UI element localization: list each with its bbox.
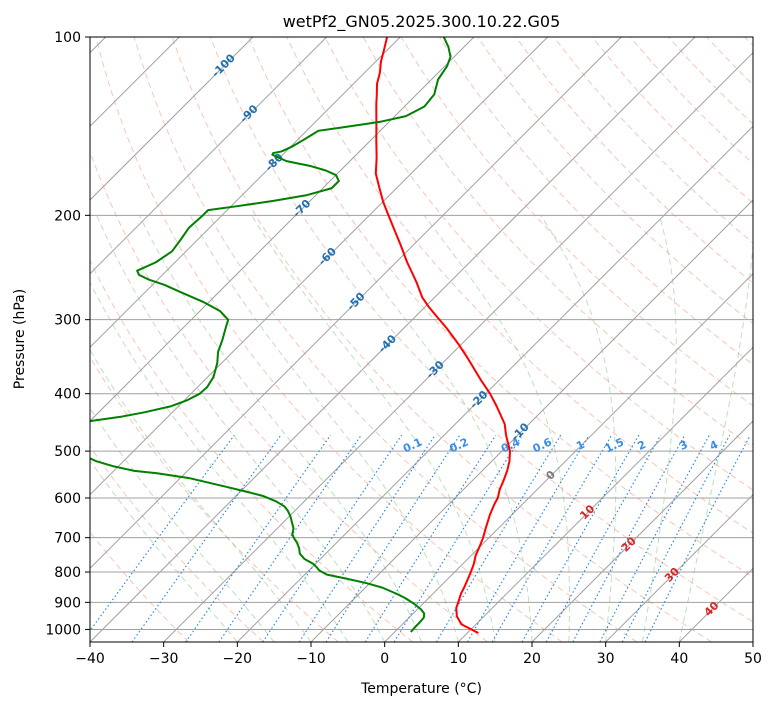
- mixing-ratio-line: [491, 434, 613, 642]
- isotherm-line: [90, 37, 696, 642]
- y-tick-label: 1000: [45, 622, 81, 638]
- x-tick-label: −40: [75, 651, 105, 667]
- x-axis: −40 −30 −20 −10 0 10 20 30 40 50: [75, 642, 762, 667]
- y-tick-label: 400: [54, 387, 81, 403]
- dry-adiabat-line: [324, 37, 753, 491]
- plot-frame: [89, 36, 754, 643]
- dry-adiabat-line: [171, 37, 712, 642]
- dry-adiabat-line: [95, 37, 563, 642]
- x-tick-label: 10: [449, 651, 467, 667]
- temperature-profile-line: [374, 37, 511, 634]
- isotherm-line: [236, 125, 753, 642]
- moist-adiabat-line: [138, 215, 422, 642]
- chart-title: wetPf2_GN05.2025.300.10.22.G05: [283, 12, 561, 32]
- isotherm-line: [310, 199, 753, 642]
- moist-adiabat-line: [90, 459, 238, 642]
- dry-adiabat-line: [248, 37, 753, 578]
- y-tick-label: 300: [54, 313, 81, 329]
- mixing-ratio-line: [364, 434, 497, 642]
- dry-adiabat-line: [90, 259, 414, 642]
- mixing-ratio-line: [218, 434, 362, 642]
- x-tick-label: −30: [149, 651, 179, 667]
- mixing-ratio-line: [393, 434, 523, 642]
- dry-adiabat-line: [133, 37, 638, 642]
- y-tick-label: 900: [54, 595, 81, 611]
- moist-adiabat-line: [540, 215, 617, 642]
- dry-adiabat-line: [210, 37, 753, 623]
- isotherm-line: [605, 493, 753, 642]
- mixing-ratio-line: [185, 434, 332, 642]
- moist-adiabat-line: [678, 239, 753, 642]
- mixing-ratio-line: [521, 434, 640, 642]
- isotherm-line: [384, 272, 753, 642]
- moist-adiabat-line: [327, 215, 533, 642]
- isotherm-line: [531, 420, 753, 642]
- mixing-ratio-line: [90, 434, 235, 632]
- mixing-ratio-line: [467, 434, 590, 642]
- y-tick-label: 500: [54, 444, 81, 460]
- y-tick-label: 700: [54, 531, 81, 547]
- moist-adiabat-line: [423, 215, 570, 642]
- y-tick-label: 200: [54, 208, 81, 224]
- isotherm-line: [90, 37, 328, 275]
- mixing-ratio-line: [644, 434, 751, 642]
- moist-adiabat-line: [189, 215, 459, 642]
- dry-adiabat-line: [286, 37, 753, 534]
- mixing-ratio-line: [621, 434, 731, 642]
- data-series: [90, 37, 511, 634]
- x-tick-label: 40: [670, 651, 688, 667]
- x-tick-label: −20: [223, 651, 253, 667]
- mixing-ratio-line: [545, 434, 662, 642]
- isotherm-line: [163, 51, 753, 642]
- x-tick-label: −10: [296, 651, 326, 667]
- dry-adiabat-line: [90, 356, 339, 642]
- x-tick-label: 0: [380, 651, 389, 667]
- y-tick-label: 800: [54, 565, 81, 581]
- mixing-ratio-label: 6: [750, 438, 763, 453]
- y-axis: 100 200 300 400 500 600 700 800 900 1000: [45, 30, 90, 638]
- y-tick-label: 600: [54, 491, 81, 507]
- isotherm-line: [457, 346, 753, 642]
- x-tick-label: 50: [744, 651, 762, 667]
- isotherm-line: [90, 37, 549, 496]
- x-axis-label: Temperature (°C): [360, 681, 482, 697]
- moist-adiabat-line: [90, 407, 275, 642]
- mixing-ratio-line: [325, 434, 461, 642]
- moist-adiabat-line: [642, 215, 677, 642]
- x-tick-label: 20: [523, 651, 541, 667]
- dry-adiabat-line: [515, 37, 753, 284]
- isotherm-line: [90, 37, 622, 570]
- isotherm-line: [90, 37, 475, 422]
- y-axis-label: Pressure (hPa): [12, 289, 28, 389]
- dry-adiabat-line: [90, 445, 264, 642]
- mixing-ratio-line: [572, 434, 686, 642]
- isotherm-line: [90, 37, 401, 349]
- moist-adiabat-line: [90, 349, 312, 642]
- background-lines: [90, 37, 753, 642]
- y-tick-label: 100: [54, 30, 81, 46]
- mixing-ratio-line: [435, 434, 562, 642]
- moist-adiabat-line: [96, 215, 386, 642]
- x-tick-label: 30: [597, 651, 615, 667]
- dewpoint-profile-line: [90, 37, 452, 633]
- isotherm-line: [90, 37, 254, 201]
